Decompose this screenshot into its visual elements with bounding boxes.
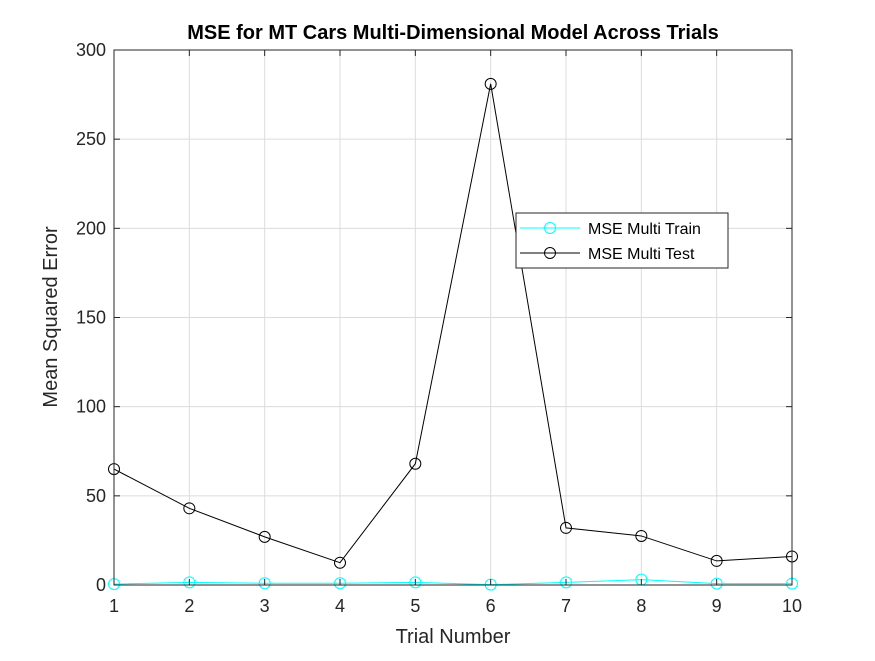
mse-multi-test-point [635,529,648,542]
x-axis-label: Trial Number [396,626,511,648]
x-tick-label: 2 [184,596,194,616]
x-tick-label: 10 [782,596,802,616]
y-tick-label: 250 [76,129,106,149]
y-axis-label: Mean Squared Error [40,226,62,408]
ticks [113,49,793,586]
y-tick-label: 150 [76,308,106,328]
y-tick-label: 0 [96,575,106,595]
mse-multi-train-point [334,577,346,590]
mse-multi-test-point [409,457,422,470]
x-tick-label: 8 [636,596,646,616]
legend-marker-train [544,222,556,234]
legend: MSE Multi Train MSE Multi Test [515,212,729,269]
legend-label-train: MSE Multi Train [588,221,701,238]
x-tick-label: 5 [410,596,420,616]
mse-multi-train-point [560,576,572,589]
legend-label-test: MSE Multi Test [588,246,695,263]
x-tick-label: 7 [561,596,571,616]
y-tick-label: 200 [76,218,106,238]
mse-multi-test-point [484,77,497,90]
x-tick-label: 9 [712,596,722,616]
mse-multi-train-point [409,576,422,589]
mse-multi-train-line [113,579,792,586]
mse-multi-train-point [183,576,196,589]
x-tick-label: 1 [109,596,119,616]
mse-multi-test-point [183,502,196,515]
mse-multi-test-point [710,554,723,567]
series-layer [108,77,798,591]
legend-marker-test [544,247,556,259]
y-tick-label: 300 [76,40,106,60]
y-tick-label: 100 [76,397,106,417]
chart-title: MSE for MT Cars Multi-Dimensional Model … [187,22,719,44]
x-tick-label: 4 [335,596,345,616]
y-tick-label: 50 [86,486,106,506]
mse-multi-train-point [710,577,723,590]
mse-multi-test-point [334,556,346,569]
mse-multi-train-point [258,577,271,590]
mse-multi-test-line [113,83,793,564]
grid [113,49,793,586]
x-tick-label: 3 [260,596,270,616]
mse-multi-test-point [560,521,572,534]
mse-multi-test-point [258,530,271,543]
x-tick-label: 6 [486,596,496,616]
